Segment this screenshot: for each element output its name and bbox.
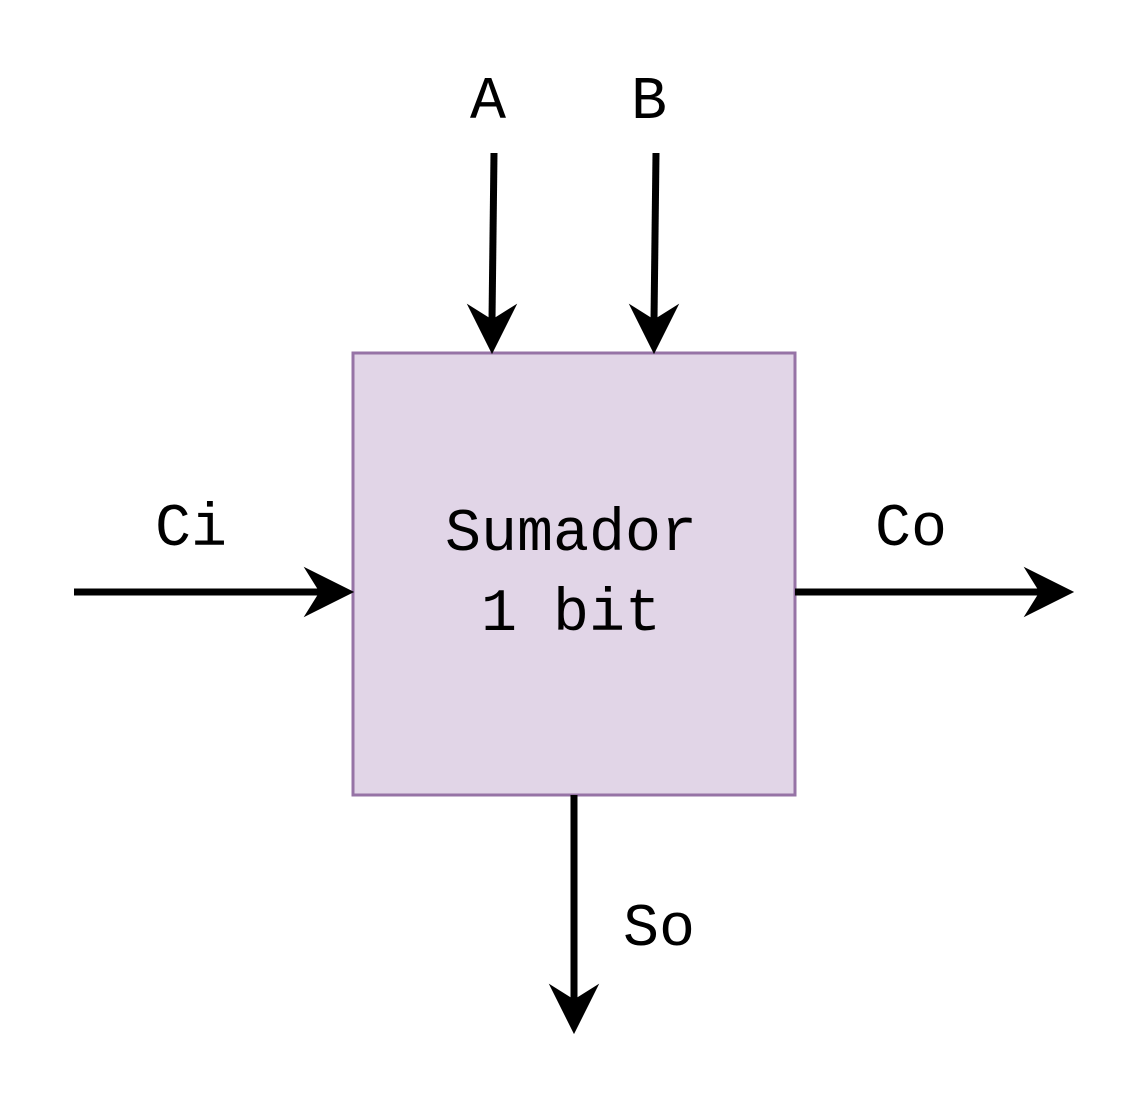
carry-out-arrow — [795, 566, 1075, 618]
input-a-label: A — [470, 69, 506, 137]
carry-out-label: Co — [875, 496, 947, 564]
carry-in-label: Ci — [155, 496, 227, 564]
carry-in-arrow — [74, 566, 355, 618]
sum-out-arrow — [548, 795, 600, 1035]
adder-block[interactable] — [351, 351, 797, 797]
input-b-arrow — [628, 152, 680, 355]
sum-out-label: So — [623, 896, 695, 964]
block-label-line2: 1 bit — [481, 581, 661, 649]
block-label-line1: Sumador — [445, 501, 697, 569]
input-a-arrow — [466, 152, 518, 355]
input-b-label: B — [631, 69, 667, 137]
